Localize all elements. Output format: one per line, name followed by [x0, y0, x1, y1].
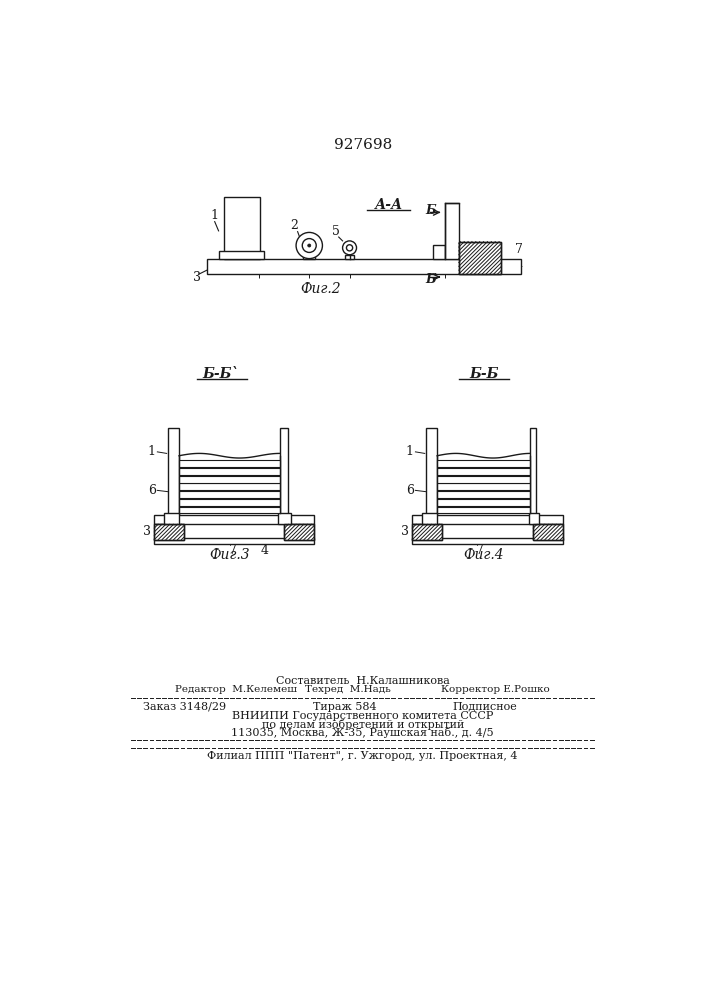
- Bar: [412, 524, 442, 540]
- Bar: [412, 538, 563, 544]
- Bar: [459, 242, 501, 274]
- Text: Редактор  М.Келемеш: Редактор М.Келемеш: [175, 685, 297, 694]
- Text: 6: 6: [148, 484, 156, 497]
- Bar: [437, 499, 530, 506]
- Bar: [437, 507, 530, 513]
- Text: Филиал ППП "Патент", г. Ужгород, ул. Проектная, 4: Филиал ППП "Патент", г. Ужгород, ул. Про…: [207, 751, 518, 761]
- Text: Фиг.4: Фиг.4: [463, 548, 504, 562]
- Bar: [437, 491, 530, 498]
- Text: Тираж 584: Тираж 584: [313, 702, 377, 712]
- Bar: [154, 515, 314, 524]
- Bar: [179, 499, 280, 506]
- Bar: [459, 242, 501, 274]
- Bar: [529, 513, 539, 524]
- Text: 1: 1: [148, 445, 156, 458]
- Text: Фиг.2: Фиг.2: [300, 282, 341, 296]
- Bar: [437, 483, 530, 490]
- Bar: [179, 468, 280, 475]
- Text: 4: 4: [260, 544, 268, 556]
- Text: Б: Б: [425, 273, 436, 286]
- Text: 3: 3: [402, 525, 409, 538]
- Bar: [179, 460, 280, 467]
- Bar: [163, 513, 179, 524]
- Bar: [179, 476, 280, 483]
- Text: по делам изобретений и открытий: по делам изобретений и открытий: [262, 719, 464, 730]
- Text: 927698: 927698: [334, 138, 392, 152]
- Bar: [179, 507, 280, 513]
- Circle shape: [346, 245, 353, 251]
- Bar: [533, 524, 563, 540]
- Bar: [284, 524, 314, 540]
- Bar: [154, 524, 184, 540]
- Text: 7: 7: [476, 544, 484, 556]
- Text: 2: 2: [291, 219, 298, 232]
- Text: ВНИИПИ Государственного комитета СССР: ВНИИПИ Государственного комитета СССР: [232, 711, 493, 721]
- Bar: [533, 524, 563, 540]
- Bar: [224, 197, 259, 259]
- Text: Б-Б: Б-Б: [469, 367, 498, 381]
- Bar: [412, 515, 563, 524]
- Bar: [168, 428, 179, 515]
- Bar: [437, 460, 530, 467]
- Text: Составитель  Н.Калашникова: Составитель Н.Калашникова: [276, 676, 450, 686]
- Bar: [445, 203, 459, 259]
- Text: Корректор Е.Рошко: Корректор Е.Рошко: [441, 685, 550, 694]
- Text: 6: 6: [406, 484, 414, 497]
- Text: Заказ 3148/29: Заказ 3148/29: [143, 702, 226, 712]
- Bar: [412, 524, 442, 540]
- Bar: [303, 252, 315, 259]
- Text: 7: 7: [229, 544, 238, 556]
- Text: Фиг.3: Фиг.3: [209, 548, 250, 562]
- Bar: [426, 428, 437, 515]
- Bar: [218, 251, 264, 259]
- Circle shape: [296, 232, 322, 259]
- Bar: [437, 476, 530, 483]
- Circle shape: [303, 239, 316, 252]
- Circle shape: [343, 241, 356, 255]
- Bar: [433, 245, 445, 259]
- Bar: [345, 255, 354, 259]
- Text: Подписное: Подписное: [452, 702, 518, 712]
- Bar: [154, 538, 314, 544]
- Text: Техред  М.Надь: Техред М.Надь: [305, 685, 391, 694]
- Bar: [179, 491, 280, 498]
- Text: Б-Б`: Б-Б`: [202, 367, 238, 381]
- Bar: [280, 428, 288, 515]
- Bar: [207, 259, 521, 274]
- Text: 1: 1: [406, 445, 414, 458]
- Bar: [421, 513, 437, 524]
- Text: Б: Б: [425, 204, 436, 217]
- Circle shape: [308, 244, 311, 247]
- Text: 1: 1: [211, 209, 218, 222]
- Text: 113035, Москва, Ж-35, Раушская наб., д. 4/5: 113035, Москва, Ж-35, Раушская наб., д. …: [231, 727, 494, 738]
- Bar: [179, 483, 280, 490]
- Text: 7: 7: [515, 243, 522, 256]
- Bar: [284, 524, 314, 540]
- Bar: [437, 468, 530, 475]
- Text: 3: 3: [193, 271, 201, 284]
- Bar: [530, 428, 537, 515]
- Bar: [279, 513, 291, 524]
- Text: А-А: А-А: [375, 198, 403, 212]
- Text: 3: 3: [143, 525, 151, 538]
- Bar: [154, 524, 184, 540]
- Text: 5: 5: [332, 225, 340, 238]
